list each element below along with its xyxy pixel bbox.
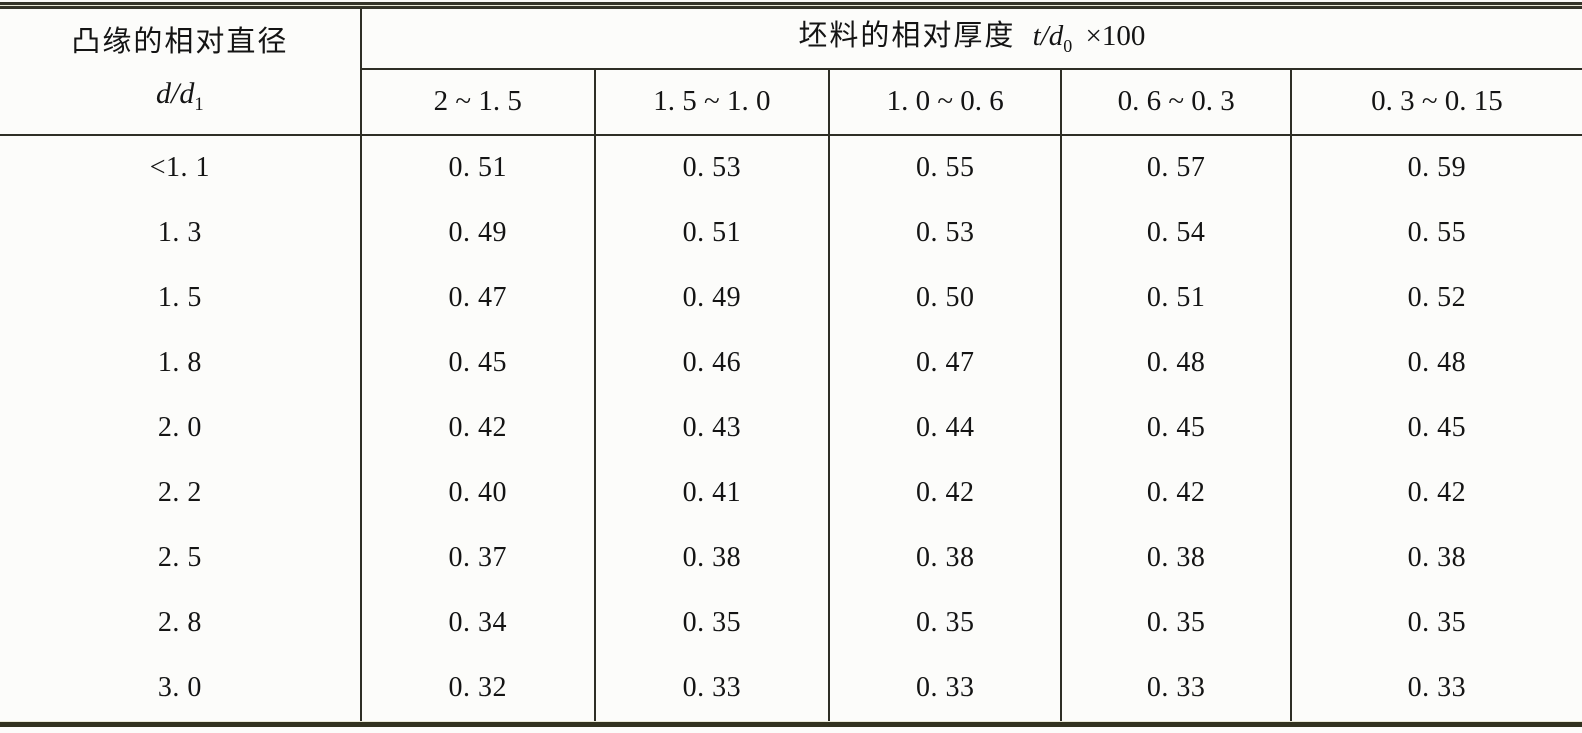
col-header-range-1: 2 ~ 1. 5 (359, 69, 595, 136)
table-cell: 0. 55 (1289, 201, 1582, 266)
table-cell: 0. 45 (1060, 396, 1291, 461)
table-cell: 0. 34 (359, 591, 595, 656)
table-cell: 0. 55 (827, 135, 1062, 201)
table-cell: 0. 35 (827, 591, 1062, 656)
col-header-range-4: 0. 6 ~ 0. 3 (1060, 69, 1291, 136)
table-cell: 0. 43 (593, 396, 829, 461)
table-cell: 0. 51 (359, 135, 595, 201)
table-body: <1. 1 0. 51 0. 53 0. 55 0. 57 0. 59 1. 3… (0, 135, 1582, 721)
table-cell: 0. 51 (1060, 266, 1291, 331)
table-cell: 0. 45 (359, 331, 595, 396)
table-row: 2. 8 0. 34 0. 35 0. 35 0. 35 0. 35 (0, 591, 1582, 656)
header-col1-formula: d/d1 (156, 77, 204, 116)
header-cell-relative-diameter: 凸缘的相对直径 d/d1 (0, 9, 361, 136)
table-row: 1. 5 0. 47 0. 49 0. 50 0. 51 0. 52 (0, 266, 1582, 331)
table-cell: 0. 42 (1289, 461, 1582, 526)
table-top-rule (0, 2, 1582, 9)
table-cell: 0. 54 (1060, 201, 1291, 266)
table-row: <1. 1 0. 51 0. 53 0. 55 0. 57 0. 59 (0, 135, 1582, 201)
span-header-suffix: ×100 (1085, 19, 1146, 52)
table-cell: 0. 38 (1060, 526, 1291, 591)
table-cell: 0. 35 (593, 591, 829, 656)
table-cell: 0. 45 (1289, 396, 1582, 461)
table-cell: 0. 41 (593, 461, 829, 526)
table-cell: 0. 49 (359, 201, 595, 266)
table-cell: 0. 46 (593, 331, 829, 396)
row-label: 2. 0 (157, 412, 202, 444)
row-label: 2. 5 (157, 542, 202, 574)
header-row-span: 凸缘的相对直径 d/d1 坯料的相对厚度 t/d0 ×100 (0, 9, 1582, 136)
table-cell: 0. 37 (359, 526, 595, 591)
table-cell: 0. 38 (1289, 526, 1582, 591)
table-row: 2. 5 0. 37 0. 38 0. 38 0. 38 0. 38 (0, 526, 1582, 591)
table-cell: 0. 38 (827, 526, 1062, 591)
header-cell-relative-thickness: 坯料的相对厚度 t/d0 ×100 (359, 9, 1582, 70)
table-cell: 0. 40 (359, 461, 595, 526)
table-cell: 0. 42 (359, 396, 595, 461)
table-cell: 0. 38 (593, 526, 829, 591)
flange-draw-coefficient-table: 凸缘的相对直径 d/d1 坯料的相对厚度 t/d0 ×100 2 ~ 1. 5 … (0, 9, 1582, 721)
table-cell: 0. 42 (827, 461, 1062, 526)
table-cell: 0. 48 (1060, 331, 1291, 396)
table-cell: 0. 48 (1289, 331, 1582, 396)
table-cell: 0. 52 (1289, 266, 1582, 331)
table-cell: 0. 47 (827, 331, 1062, 396)
span-header-title: 坯料的相对厚度 (798, 19, 1016, 52)
table-cell: 0. 33 (1289, 656, 1582, 721)
table-cell: 0. 51 (593, 201, 829, 266)
row-label: 1. 5 (157, 282, 202, 314)
col-header-range-5: 0. 3 ~ 0. 15 (1289, 69, 1582, 136)
col-header-range-2: 1. 5 ~ 1. 0 (593, 69, 829, 136)
table-cell: 0. 35 (1060, 591, 1291, 656)
row-label: 2. 8 (157, 607, 202, 639)
table-cell: 0. 33 (593, 656, 829, 721)
col-header-range-3: 1. 0 ~ 0. 6 (827, 69, 1062, 136)
table-row: 3. 0 0. 32 0. 33 0. 33 0. 33 0. 33 (0, 656, 1582, 721)
table-row: 1. 8 0. 45 0. 46 0. 47 0. 48 0. 48 (0, 331, 1582, 396)
table-row: 2. 0 0. 42 0. 43 0. 44 0. 45 0. 45 (0, 396, 1582, 461)
row-label: 1. 8 (157, 347, 202, 379)
table-cell: 0. 53 (827, 201, 1062, 266)
table-cell: 0. 35 (1289, 591, 1582, 656)
table-row: 2. 2 0. 40 0. 41 0. 42 0. 42 0. 42 (0, 461, 1582, 526)
table-cell: 0. 50 (827, 266, 1062, 331)
table-header: 凸缘的相对直径 d/d1 坯料的相对厚度 t/d0 ×100 2 ~ 1. 5 … (0, 9, 1582, 136)
row-label: 1. 3 (157, 217, 202, 249)
row-label: 3. 0 (157, 672, 202, 704)
table-cell: 0. 53 (593, 135, 829, 201)
table-cell: 0. 47 (359, 266, 595, 331)
table-cell: 0. 57 (1060, 135, 1291, 201)
row-label: <1. 1 (149, 152, 210, 184)
table-bottom-rule (0, 721, 1582, 727)
row-label: 2. 2 (157, 477, 202, 509)
table-cell: 0. 59 (1289, 135, 1582, 201)
table-cell: 0. 33 (827, 656, 1062, 721)
header-col1-title: 凸缘的相对直径 (71, 26, 289, 59)
span-header-formula: t/d0 (1032, 19, 1073, 56)
header-row-thickness-ranges: 2 ~ 1. 5 1. 5 ~ 1. 0 1. 0 ~ 0. 6 0. 6 ~ … (0, 69, 1582, 136)
table-cell: 0. 33 (1060, 656, 1291, 721)
table-cell: 0. 44 (827, 396, 1062, 461)
table-cell: 0. 42 (1060, 461, 1291, 526)
table-row: 1. 3 0. 49 0. 51 0. 53 0. 54 0. 55 (0, 201, 1582, 266)
table-cell: 0. 49 (593, 266, 829, 331)
table-cell: 0. 32 (359, 656, 595, 721)
